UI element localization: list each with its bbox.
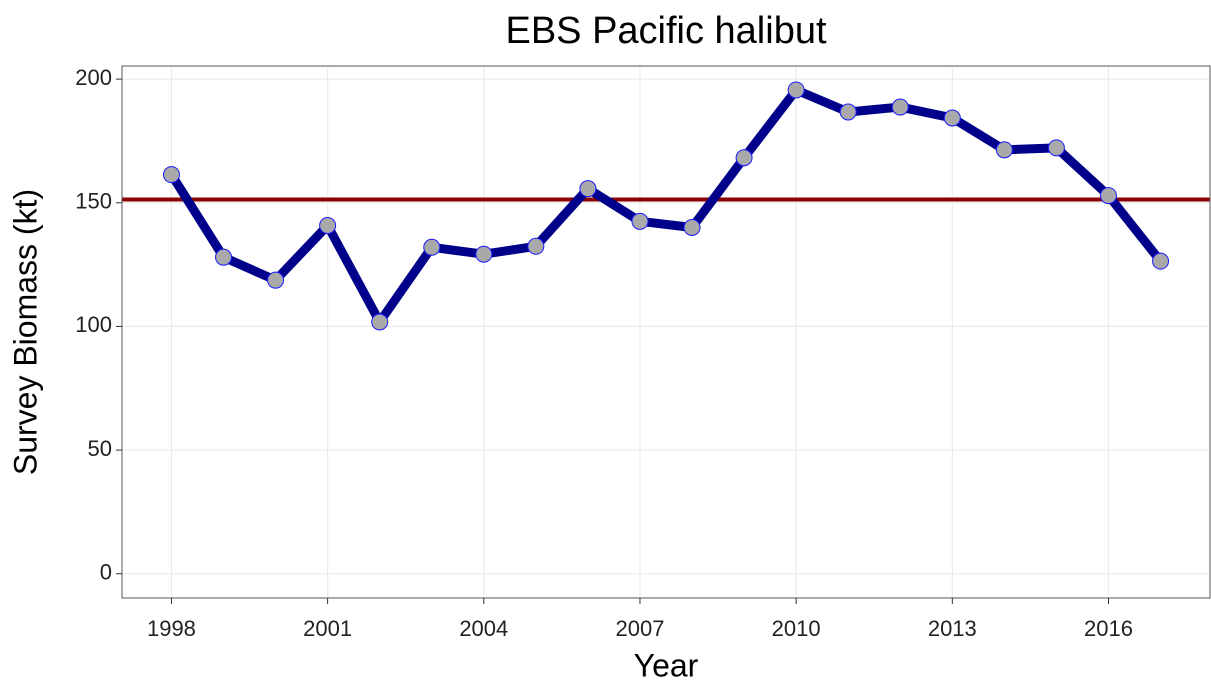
y-tick-label: 0 bbox=[100, 560, 112, 585]
marks bbox=[122, 81, 1210, 331]
data-point bbox=[735, 149, 753, 167]
data-point bbox=[423, 238, 441, 256]
y-tick-label: 200 bbox=[75, 65, 112, 90]
data-point bbox=[162, 166, 180, 184]
x-axis-label: Year bbox=[634, 647, 699, 683]
x-tick-label: 2007 bbox=[615, 616, 664, 641]
data-point bbox=[631, 212, 649, 230]
data-point bbox=[579, 180, 597, 198]
data-point bbox=[787, 81, 805, 99]
data-point bbox=[839, 103, 857, 121]
x-tick-label: 2001 bbox=[303, 616, 352, 641]
chart-title: EBS Pacific halibut bbox=[505, 10, 826, 52]
y-tick-label: 100 bbox=[75, 312, 112, 337]
plot-border bbox=[121, 65, 1211, 599]
data-point bbox=[891, 98, 909, 116]
data-point bbox=[267, 271, 285, 289]
data-point bbox=[943, 109, 961, 127]
y-axis-label: Survey Biomass (kt) bbox=[7, 189, 43, 475]
data-point bbox=[475, 245, 493, 263]
data-point bbox=[683, 219, 701, 237]
x-tick-label: 2016 bbox=[1084, 616, 1133, 641]
data-point bbox=[371, 313, 389, 331]
data-line bbox=[166, 85, 1166, 327]
y-tick-label: 50 bbox=[88, 436, 112, 461]
data-point bbox=[319, 217, 337, 235]
x-tick-label: 2004 bbox=[459, 616, 508, 641]
y-tick-label: 150 bbox=[75, 189, 112, 214]
x-tick-label: 2010 bbox=[772, 616, 821, 641]
data-point bbox=[215, 248, 233, 266]
grid bbox=[122, 66, 1210, 598]
x-tick-label: 1998 bbox=[147, 616, 196, 641]
data-point bbox=[1152, 252, 1170, 270]
data-point bbox=[995, 141, 1013, 159]
data-point bbox=[527, 237, 545, 255]
data-point bbox=[1047, 139, 1065, 157]
x-tick-label: 2013 bbox=[928, 616, 977, 641]
data-point bbox=[1099, 187, 1117, 205]
